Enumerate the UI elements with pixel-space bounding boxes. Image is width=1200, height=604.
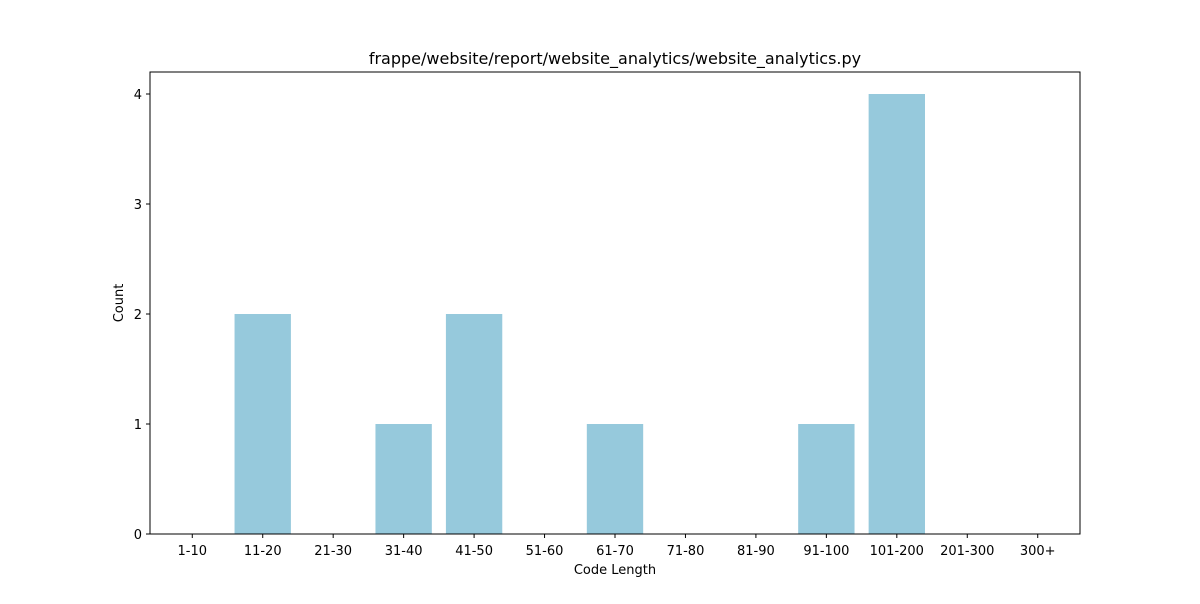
x-tick-label: 41-50 <box>455 544 493 559</box>
y-tick-label: 0 <box>134 528 142 543</box>
chart-title: frappe/website/report/website_analytics/… <box>369 49 861 69</box>
bars-layer <box>234 94 925 534</box>
bar-61-70 <box>586 424 644 534</box>
y-axis-label: Count <box>112 284 127 323</box>
x-tick-label: 21-30 <box>314 544 352 559</box>
bar-11-20 <box>234 314 291 534</box>
x-tick-label: 61-70 <box>596 544 634 559</box>
y-tick-label: 2 <box>134 308 142 323</box>
x-tick-label: 201-300 <box>940 544 994 559</box>
bar-31-40 <box>375 424 432 534</box>
bar-41-50 <box>445 314 503 534</box>
y-tick-label: 1 <box>134 418 142 433</box>
x-tick-label: 300+ <box>1020 544 1056 559</box>
x-tick-label: 101-200 <box>870 544 924 559</box>
y-axis-ticks: 0 1 2 3 4 <box>134 88 150 543</box>
x-tick-label: 11-20 <box>244 544 282 559</box>
x-axis-ticks: 1-10 11-20 21-30 31-40 41-50 51-60 61-70 71-80 8… <box>178 534 1056 559</box>
bar-101-200 <box>868 94 925 534</box>
y-tick-label: 4 <box>134 88 142 103</box>
x-tick-label: 1-10 <box>178 544 208 559</box>
x-tick-label: 91-100 <box>803 544 849 559</box>
x-tick-label: 71-80 <box>667 544 705 559</box>
x-tick-label: 51-60 <box>526 544 564 559</box>
plot-frame <box>149 71 1081 535</box>
x-tick-label: 81-90 <box>737 544 775 559</box>
y-tick-label: 3 <box>134 198 142 213</box>
x-tick-label: 31-40 <box>385 544 423 559</box>
x-axis-label: Code Length <box>574 563 656 578</box>
bar-91-100 <box>798 424 855 534</box>
